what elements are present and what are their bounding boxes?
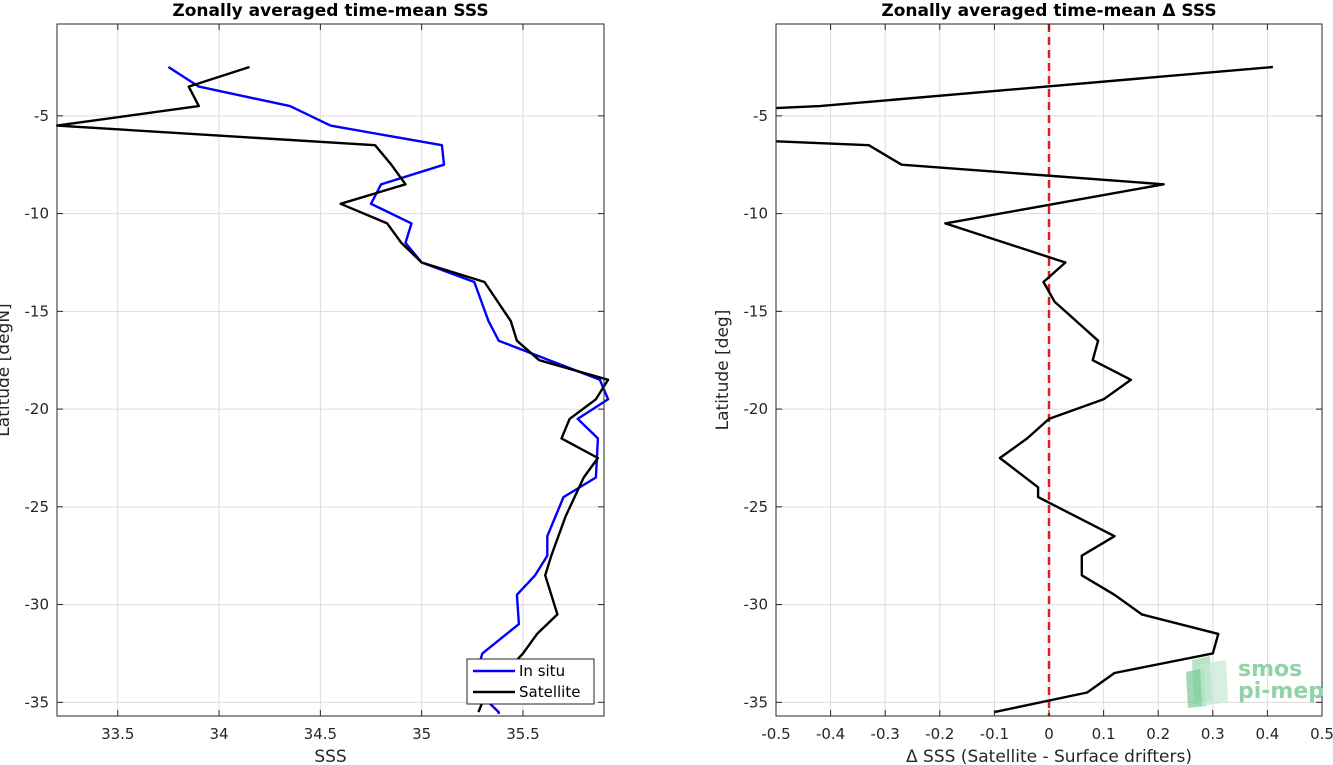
x-tick-label: 34.5 bbox=[304, 725, 337, 743]
sss-x-ticks: 33.5 34 34.5 35 35.5 bbox=[101, 24, 540, 743]
y-tick-label: -20 bbox=[25, 400, 50, 418]
x-tick-label: -0.5 bbox=[761, 725, 790, 743]
sss-plot-frame bbox=[56, 23, 605, 717]
legend-box bbox=[466, 658, 595, 705]
y-tick-label: -30 bbox=[744, 596, 769, 614]
y-tick-label: -10 bbox=[25, 205, 50, 223]
series-line-in-situ bbox=[167, 65, 610, 714]
sss-series bbox=[55, 65, 610, 714]
series-line-segment-1 bbox=[775, 65, 1274, 110]
logo-text-smos: smos bbox=[1238, 657, 1302, 682]
delta-sss-x-ticks: -0.5 -0.4 -0.3 -0.2 -0.1 0 0.1 0.2 0.3 0.4 0.5 bbox=[761, 24, 1333, 743]
x-tick-label: 0.4 bbox=[1255, 725, 1279, 743]
x-tick-label: 0.3 bbox=[1201, 725, 1225, 743]
legend-label-in-situ: In situ bbox=[519, 662, 565, 680]
delta-sss-series bbox=[775, 65, 1274, 714]
delta-sss-y-axis-label: Latitude [deg] bbox=[713, 310, 733, 431]
sss-panel: Zonally averaged time-mean SSS 33.5 34 34.… bbox=[0, 1, 610, 765]
sss-grid bbox=[57, 24, 604, 716]
legend-label-satellite: Satellite bbox=[519, 683, 580, 701]
y-tick-label: -35 bbox=[25, 693, 50, 711]
y-tick-label: -10 bbox=[744, 205, 769, 223]
y-tick-label: -15 bbox=[25, 302, 50, 320]
y-tick-label: -20 bbox=[744, 400, 769, 418]
sss-y-ticks: -5 -10 -15 -20 -25 -30 -35 bbox=[25, 107, 604, 711]
sss-x-axis-label: SSS bbox=[314, 747, 346, 765]
x-tick-label: 0.2 bbox=[1146, 725, 1170, 743]
delta-sss-x-axis-label: Δ SSS (Satellite - Surface drifters) bbox=[906, 747, 1192, 765]
x-tick-label: 0.5 bbox=[1310, 725, 1333, 743]
x-tick-label: 0.1 bbox=[1092, 725, 1116, 743]
y-tick-label: -30 bbox=[25, 596, 50, 614]
delta-sss-panel: Zonally averaged time-mean Δ SSS -0.5 -0.… bbox=[713, 1, 1333, 765]
x-tick-label: 33.5 bbox=[101, 725, 134, 743]
x-tick-label: -0.1 bbox=[980, 725, 1009, 743]
x-tick-label: -0.2 bbox=[925, 725, 954, 743]
logo-text-pi-mep: pi-mep bbox=[1238, 679, 1324, 704]
y-tick-label: -35 bbox=[744, 693, 769, 711]
y-tick-label: -5 bbox=[753, 107, 768, 125]
y-tick-label: -25 bbox=[25, 498, 50, 516]
y-tick-label: -15 bbox=[744, 302, 769, 320]
x-tick-label: 35 bbox=[412, 725, 431, 743]
delta-sss-chart-title: Zonally averaged time-mean Δ SSS bbox=[881, 1, 1216, 21]
x-tick-label: -0.4 bbox=[816, 725, 845, 743]
delta-sss-y-ticks: -5 -10 -15 -20 -25 -30 -35 bbox=[744, 107, 1322, 711]
x-tick-label: 0 bbox=[1044, 725, 1054, 743]
x-tick-label: 34 bbox=[210, 725, 229, 743]
smos-pi-mep-logo: smos pi-mep bbox=[1186, 656, 1324, 708]
sss-y-axis-label: Latitude [degN] bbox=[0, 303, 14, 436]
logo-mark-icon bbox=[1186, 656, 1228, 708]
y-tick-label: -25 bbox=[744, 498, 769, 516]
sss-legend: In situ Satellite bbox=[466, 658, 595, 705]
x-tick-label: -0.3 bbox=[871, 725, 900, 743]
series-line-satellite bbox=[55, 65, 610, 713]
series-line-segment-2 bbox=[775, 140, 1220, 714]
y-tick-label: -5 bbox=[34, 107, 49, 125]
x-tick-label: 35.5 bbox=[506, 725, 539, 743]
sss-chart-title: Zonally averaged time-mean SSS bbox=[172, 1, 488, 21]
